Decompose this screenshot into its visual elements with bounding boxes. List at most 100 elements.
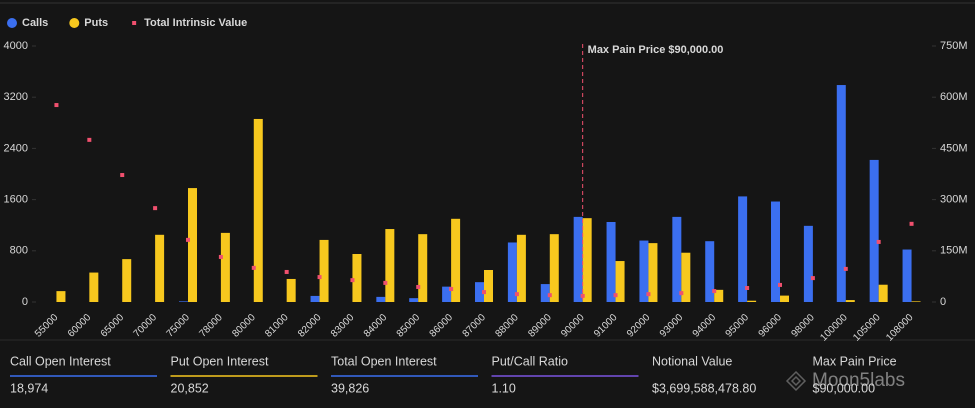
legend-label: Calls <box>22 17 48 29</box>
watermark-logo <box>785 370 807 392</box>
intrinsic-point <box>416 284 421 289</box>
bar <box>418 234 428 302</box>
intrinsic-point <box>284 269 289 274</box>
bar <box>747 300 757 302</box>
bar <box>845 300 855 302</box>
bar <box>286 278 296 302</box>
y2-tick-label: 450M <box>940 142 968 154</box>
intrinsic-point <box>514 292 519 297</box>
intrinsic-point <box>712 289 717 294</box>
y2-tick-label: 600M <box>940 91 968 103</box>
bar <box>220 232 230 302</box>
y-tick-label: 0 <box>22 296 28 308</box>
bar <box>573 216 583 302</box>
legend-marker <box>132 21 137 25</box>
bar <box>310 295 320 302</box>
intrinsic-point <box>810 276 815 281</box>
bar <box>507 242 517 302</box>
intrinsic-point <box>383 280 388 285</box>
bar <box>475 282 484 302</box>
bar <box>714 289 724 302</box>
bar <box>606 222 616 302</box>
stat-value: 1.10 <box>492 381 516 395</box>
legend-marker <box>7 18 17 28</box>
legend-marker <box>69 18 80 28</box>
bar <box>484 270 493 302</box>
bar <box>582 218 592 302</box>
bar <box>803 225 813 302</box>
stat-label: Put/Call Ratio <box>492 354 568 368</box>
intrinsic-point <box>745 286 750 291</box>
intrinsic-point <box>580 293 585 298</box>
intrinsic-point <box>646 292 651 297</box>
stat-label: Notional Value <box>652 354 732 368</box>
intrinsic-point <box>778 282 782 287</box>
legend-label: Total Intrinsic Value <box>144 17 247 29</box>
bar <box>56 291 66 302</box>
intrinsic-point <box>317 275 322 280</box>
y-tick-label: 2400 <box>4 142 28 154</box>
bar <box>681 252 691 302</box>
bar <box>376 296 386 302</box>
stat-label: Total Open Interest <box>331 354 437 368</box>
intrinsic-point <box>449 287 454 292</box>
intrinsic-point <box>876 239 881 244</box>
y2-tick-label: 300M <box>940 194 968 206</box>
y2-tick-label: 750M <box>940 40 968 52</box>
bar <box>122 259 132 302</box>
y2-tick-label: 150M <box>940 245 968 257</box>
intrinsic-point <box>613 293 618 298</box>
bar <box>385 229 395 302</box>
bar <box>672 216 682 302</box>
bar <box>836 85 846 302</box>
bar <box>771 201 780 302</box>
intrinsic-point <box>679 291 684 296</box>
bar <box>188 188 197 302</box>
stat-label: Max Pain Price <box>813 354 897 368</box>
bar <box>902 249 912 302</box>
bar <box>442 286 452 302</box>
bar <box>780 295 789 302</box>
bar <box>352 254 362 302</box>
bar <box>705 241 715 302</box>
bar <box>179 301 188 302</box>
bar <box>155 234 165 302</box>
stat-value: 18,974 <box>10 381 48 395</box>
y-tick-label: 4000 <box>4 40 28 52</box>
max-pain-label: Max Pain Price $90,000.00 <box>588 44 724 56</box>
stat-label: Call Open Interest <box>10 354 111 368</box>
bar <box>89 272 99 302</box>
intrinsic-point <box>218 254 223 259</box>
y-tick-label: 1600 <box>4 194 28 206</box>
bar <box>409 298 419 302</box>
stat-value: $90,000.00 <box>813 381 876 395</box>
stat-label: Put Open Interest <box>171 354 270 368</box>
bar <box>738 196 748 302</box>
bar <box>639 240 649 302</box>
intrinsic-point <box>186 237 190 242</box>
y2-tick-label: 0 <box>940 296 946 308</box>
intrinsic-point <box>350 278 355 283</box>
bar <box>319 239 329 302</box>
bar <box>451 218 461 302</box>
bar <box>911 301 921 302</box>
bar <box>253 118 263 303</box>
bar <box>549 234 559 302</box>
stat-value: 39,826 <box>331 381 369 395</box>
intrinsic-point <box>87 137 92 142</box>
intrinsic-point <box>843 266 848 271</box>
legend-label: Puts <box>84 17 108 29</box>
stat-value: $3,699,588,478.80 <box>652 381 756 395</box>
intrinsic-point <box>547 293 552 298</box>
intrinsic-point <box>251 265 256 270</box>
intrinsic-point <box>482 290 486 295</box>
intrinsic-point <box>54 103 59 108</box>
bar <box>540 284 550 302</box>
y-tick-label: 800 <box>10 245 28 257</box>
bar <box>878 284 888 302</box>
bar <box>648 243 658 302</box>
bar <box>869 159 879 302</box>
bar <box>615 261 625 302</box>
